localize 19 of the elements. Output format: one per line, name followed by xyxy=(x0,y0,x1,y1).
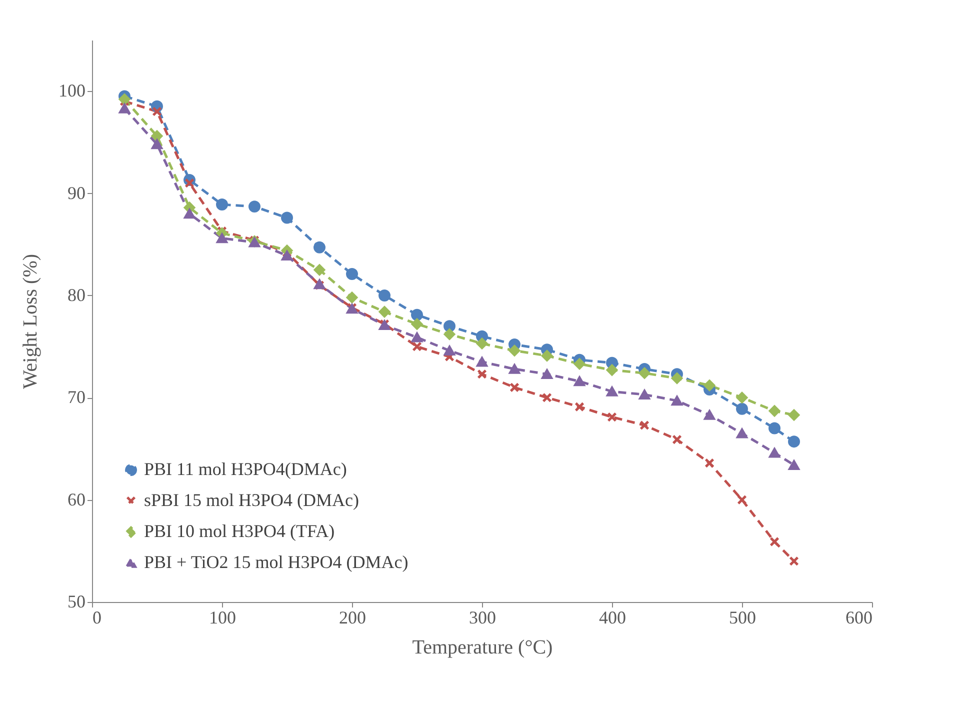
legend-label: PBI 11 mol H3PO4(DMAc) xyxy=(144,459,347,479)
legend-label: PBI + TiO2 15 mol H3PO4 (DMAc) xyxy=(144,552,408,572)
x-tick-label: 400 xyxy=(599,608,626,628)
y-tick-label: 60 xyxy=(68,489,86,510)
x-tick-label: 500 xyxy=(729,608,756,628)
y-tick-label: 80 xyxy=(68,284,86,305)
x-axis-title: Temperature (°C) xyxy=(412,636,553,658)
y-tick-label: 70 xyxy=(68,387,86,408)
y-axis-title: Weight Loss (%) xyxy=(20,254,42,390)
x-tick-label: 100 xyxy=(209,608,236,628)
legend-label: sPBI 15 mol H3PO4 (DMAc) xyxy=(144,490,360,510)
x-tick-label: 300 xyxy=(469,608,496,628)
x-tick-label: 0 xyxy=(92,608,102,628)
legend-label: PBI 10 mol H3PO4 (TFA) xyxy=(144,521,335,541)
y-tick-label: 90 xyxy=(68,182,86,203)
y-tick-label: 100 xyxy=(58,80,86,101)
x-tick-label: 200 xyxy=(339,608,366,628)
y-tick-label: 50 xyxy=(68,592,86,612)
x-tick-label: 600 xyxy=(846,608,872,628)
